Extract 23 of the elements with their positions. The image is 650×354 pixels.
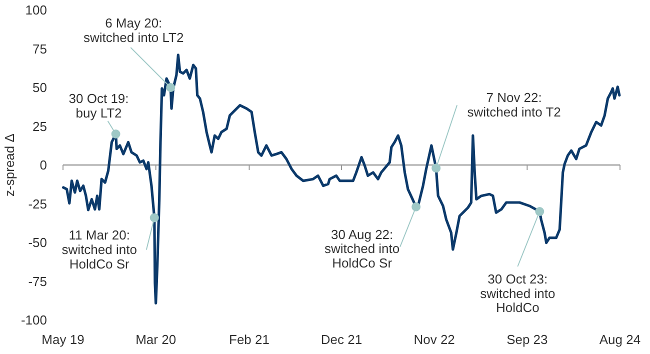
x-tick-label: Dec 21: [320, 332, 362, 347]
x-tick-label: May 19: [42, 332, 84, 347]
x-tick-label: Mar 20: [136, 332, 176, 347]
y-tick-label: -25: [28, 196, 47, 212]
annotation: 30 Oct 23: switched into HoldCo: [480, 272, 556, 316]
y-tick-label: 75: [32, 41, 47, 56]
annotation: 6 May 20: switched into LT2: [84, 16, 184, 45]
y-tick-label: -75: [28, 274, 47, 289]
y-tick-label: 0: [40, 158, 47, 173]
y-tick-label: 100: [25, 2, 47, 18]
x-tick-label: Feb 21: [229, 332, 270, 347]
x-tick-label: Aug 24: [599, 332, 641, 347]
y-tick-label: 50: [32, 80, 47, 96]
x-tick-label: Sep 23: [506, 332, 548, 347]
y-tick-label: -50: [28, 235, 47, 250]
annotation: 11 Mar 20: switched into HoldCo Sr: [62, 228, 137, 272]
x-tick-label: Nov 22: [414, 332, 455, 347]
y-tick-label: -100: [20, 312, 47, 328]
annotation: 30 Aug 22: switched into HoldCo Sr: [324, 226, 400, 270]
annotation: 30 Oct 19: buy LT2: [68, 91, 129, 120]
y-axis-title: z-spread Δ: [2, 133, 17, 196]
annotation: 7 Nov 22: switched into T2: [467, 90, 561, 120]
y-tick-label: 25: [32, 118, 47, 134]
